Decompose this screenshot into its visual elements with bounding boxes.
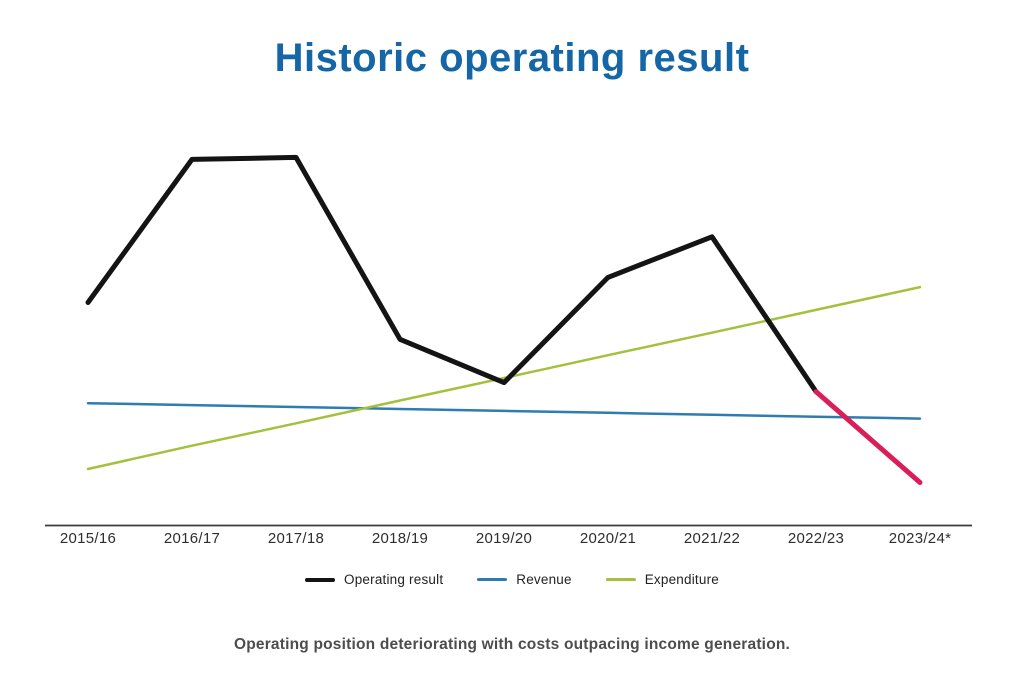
legend-item-operating-result: Operating result: [305, 572, 443, 587]
x-tick-label-2022-23: 2022/23: [787, 530, 845, 547]
legend-label-revenue: Revenue: [516, 572, 572, 587]
x-tick-label-2015-16: 2015/16: [59, 530, 117, 547]
page-title: Historic operating result: [274, 36, 750, 80]
caption-text: Operating position deteriorating with co…: [233, 636, 791, 653]
x-tick-label-2019-20: 2019/20: [475, 530, 533, 547]
x-tick-label-2017-18: 2017/18: [267, 530, 325, 547]
operating-result-line: [85, 154, 819, 395]
chart-legend: Operating result Revenue Expenditure: [0, 572, 1024, 587]
legend-swatch-expenditure: [605, 578, 636, 581]
x-tick-label-2023-24: 2023/24*: [888, 530, 952, 547]
operating-result-projected-line: [813, 389, 923, 485]
revenue-line: [86, 401, 922, 420]
legend-item-revenue: Revenue: [477, 572, 572, 587]
legend-label-operating-result: Operating result: [344, 572, 444, 587]
x-tick-label-2016-17: 2016/17: [163, 530, 221, 547]
legend-item-expenditure: Expenditure: [605, 572, 719, 587]
x-tick-label-2018-19: 2018/19: [371, 530, 429, 547]
x-tick-label-2021-22: 2021/22: [683, 530, 741, 547]
x-tick-label-2020-21: 2020/21: [579, 530, 637, 547]
legend-label-expenditure: Expenditure: [644, 572, 719, 587]
legend-swatch-operating-result: [305, 577, 336, 582]
legend-swatch-revenue: [477, 578, 508, 581]
expenditure-line: [86, 285, 922, 471]
